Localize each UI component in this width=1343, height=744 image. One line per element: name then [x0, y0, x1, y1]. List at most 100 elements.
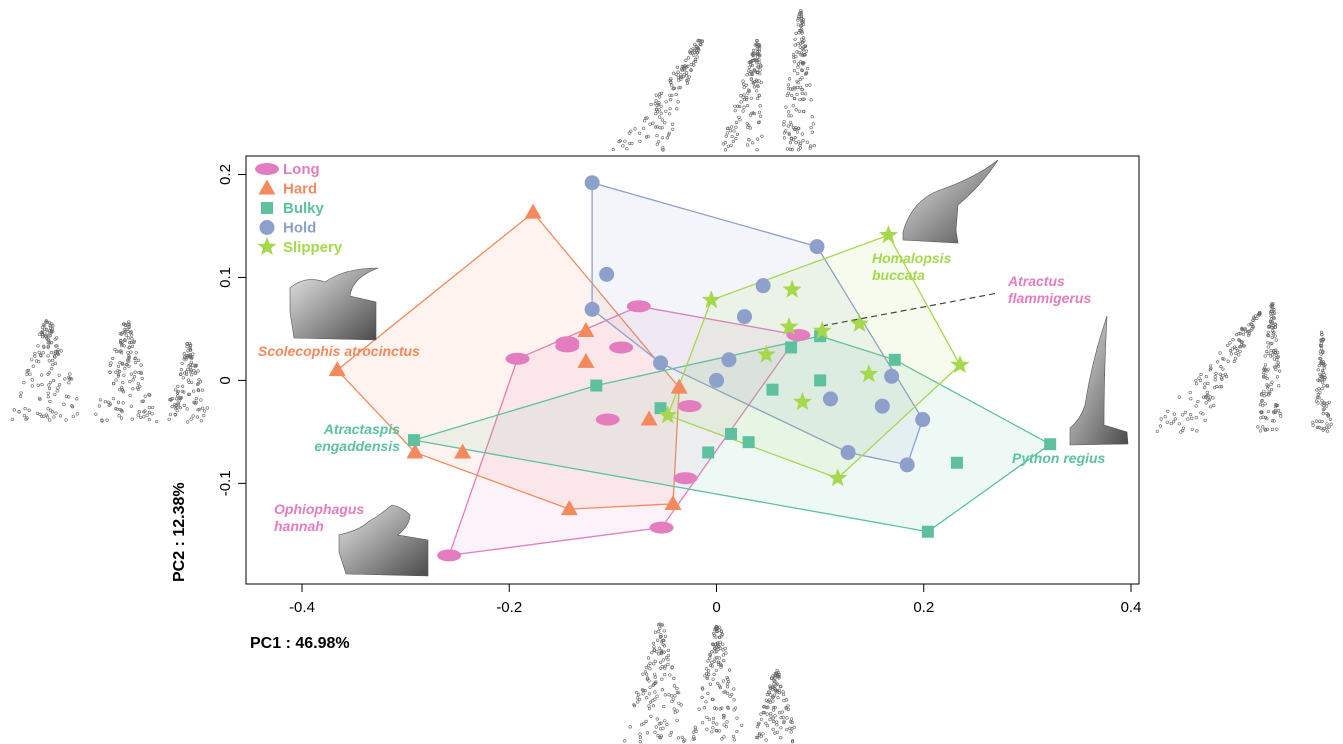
landmark-dot [705, 676, 709, 681]
landmark-dot [1265, 376, 1269, 381]
landmark-dot [669, 730, 674, 735]
landmark-dot [773, 705, 777, 710]
landmark-dot [628, 141, 632, 145]
landmark-dot [676, 75, 681, 79]
landmark-dot [793, 127, 797, 131]
landmark-dot [1271, 332, 1275, 336]
landmark-dot [1262, 371, 1266, 375]
landmark-dot [712, 672, 716, 677]
landmark-dot [189, 360, 193, 364]
landmark-dot [746, 88, 751, 92]
landmark-dot [738, 118, 742, 122]
landmark-dot [189, 366, 193, 370]
landmark-dot [196, 388, 200, 392]
landmark-dot [109, 361, 113, 365]
landmark-dot [661, 642, 665, 647]
landmark-dot [186, 349, 190, 353]
landmark-dot [771, 699, 775, 703]
landmark-dot [752, 68, 757, 72]
landmark-dot [697, 48, 701, 52]
landmark-dot [150, 412, 154, 416]
landmark-dot [685, 78, 689, 82]
landmark-dot [787, 114, 791, 118]
landmark-dot [1265, 383, 1269, 387]
landmark-dot [724, 651, 728, 655]
landmark-dot [751, 48, 756, 53]
landmark-dot [118, 361, 122, 365]
point-slippery [782, 279, 802, 298]
landmark-dot [140, 399, 144, 404]
landmark-dot [764, 738, 768, 742]
landmark-dot [119, 408, 124, 413]
landmark-dot [194, 363, 198, 368]
landmark-dot [1266, 330, 1270, 334]
landmark-dot [47, 383, 51, 387]
landmark-dot [1272, 349, 1276, 353]
landmark-dot [793, 37, 797, 41]
landmark-dot [797, 12, 801, 16]
landmark-dot [47, 359, 51, 363]
landmark-dot [670, 122, 675, 126]
landmark-dot [773, 671, 778, 676]
annotation-atractaspis-1: Atractaspis [323, 421, 400, 437]
landmark-dot [745, 73, 749, 77]
landmark-dot [750, 111, 754, 115]
landmark-dot [744, 97, 749, 101]
landmark-dot [653, 730, 657, 734]
landmark-dot [717, 729, 722, 733]
landmark-dot [725, 691, 730, 695]
landmark-dot [809, 144, 813, 148]
landmark-dot [789, 717, 794, 721]
landmark-dot [49, 331, 53, 335]
landmark-dot [798, 97, 802, 102]
landmark-dot [136, 387, 141, 391]
landmark-dot [1189, 397, 1193, 401]
landmark-dot [713, 657, 717, 661]
landmark-dot [648, 685, 652, 689]
landmark-dot [663, 666, 667, 670]
landmark-dot [772, 679, 776, 683]
landmark-dot [127, 325, 131, 330]
landmark-dot [646, 134, 650, 139]
landmark-dot [681, 65, 686, 69]
landmark-dot [654, 111, 658, 116]
landmark-dot [49, 351, 54, 355]
landmark-dot [769, 714, 773, 718]
landmark-dot [22, 413, 26, 418]
landmark-dot [656, 140, 661, 144]
landmark-dot [795, 50, 799, 54]
landmark-dot [660, 677, 664, 681]
landmark-dot [706, 669, 711, 673]
landmark-dot [107, 403, 111, 407]
landmark-dot [175, 405, 179, 410]
landmark-dot [679, 703, 683, 707]
landmark-dot [782, 720, 786, 725]
landmark-dot [1209, 366, 1213, 371]
landmark-dot [705, 727, 709, 731]
point-hard [560, 500, 578, 516]
landmark-dot [180, 361, 184, 366]
landmark-dot [667, 131, 671, 135]
landmark-dot [51, 324, 55, 328]
landmark-dot [182, 390, 186, 394]
landmark-dot [174, 397, 179, 401]
landmark-dot [55, 336, 59, 340]
point-hard [454, 443, 472, 459]
landmark-dot [781, 690, 785, 694]
landmark-dot [1318, 419, 1322, 423]
landmark-dot [147, 418, 151, 422]
landmark-dot [128, 341, 132, 345]
landmark-dot [755, 41, 759, 46]
landmark-dot [759, 712, 763, 716]
landmark-dot [692, 50, 696, 55]
landmark-dot [1321, 370, 1325, 374]
landmark-dot [691, 47, 695, 51]
landmark-dot [805, 66, 810, 71]
landmark-dot [1262, 366, 1267, 370]
point-hard [406, 443, 424, 459]
landmark-dot [700, 720, 705, 725]
landmark-dot [1213, 375, 1217, 379]
landmark-dot [637, 693, 641, 697]
landmark-dot [127, 355, 131, 359]
landmark-dot [757, 60, 761, 65]
